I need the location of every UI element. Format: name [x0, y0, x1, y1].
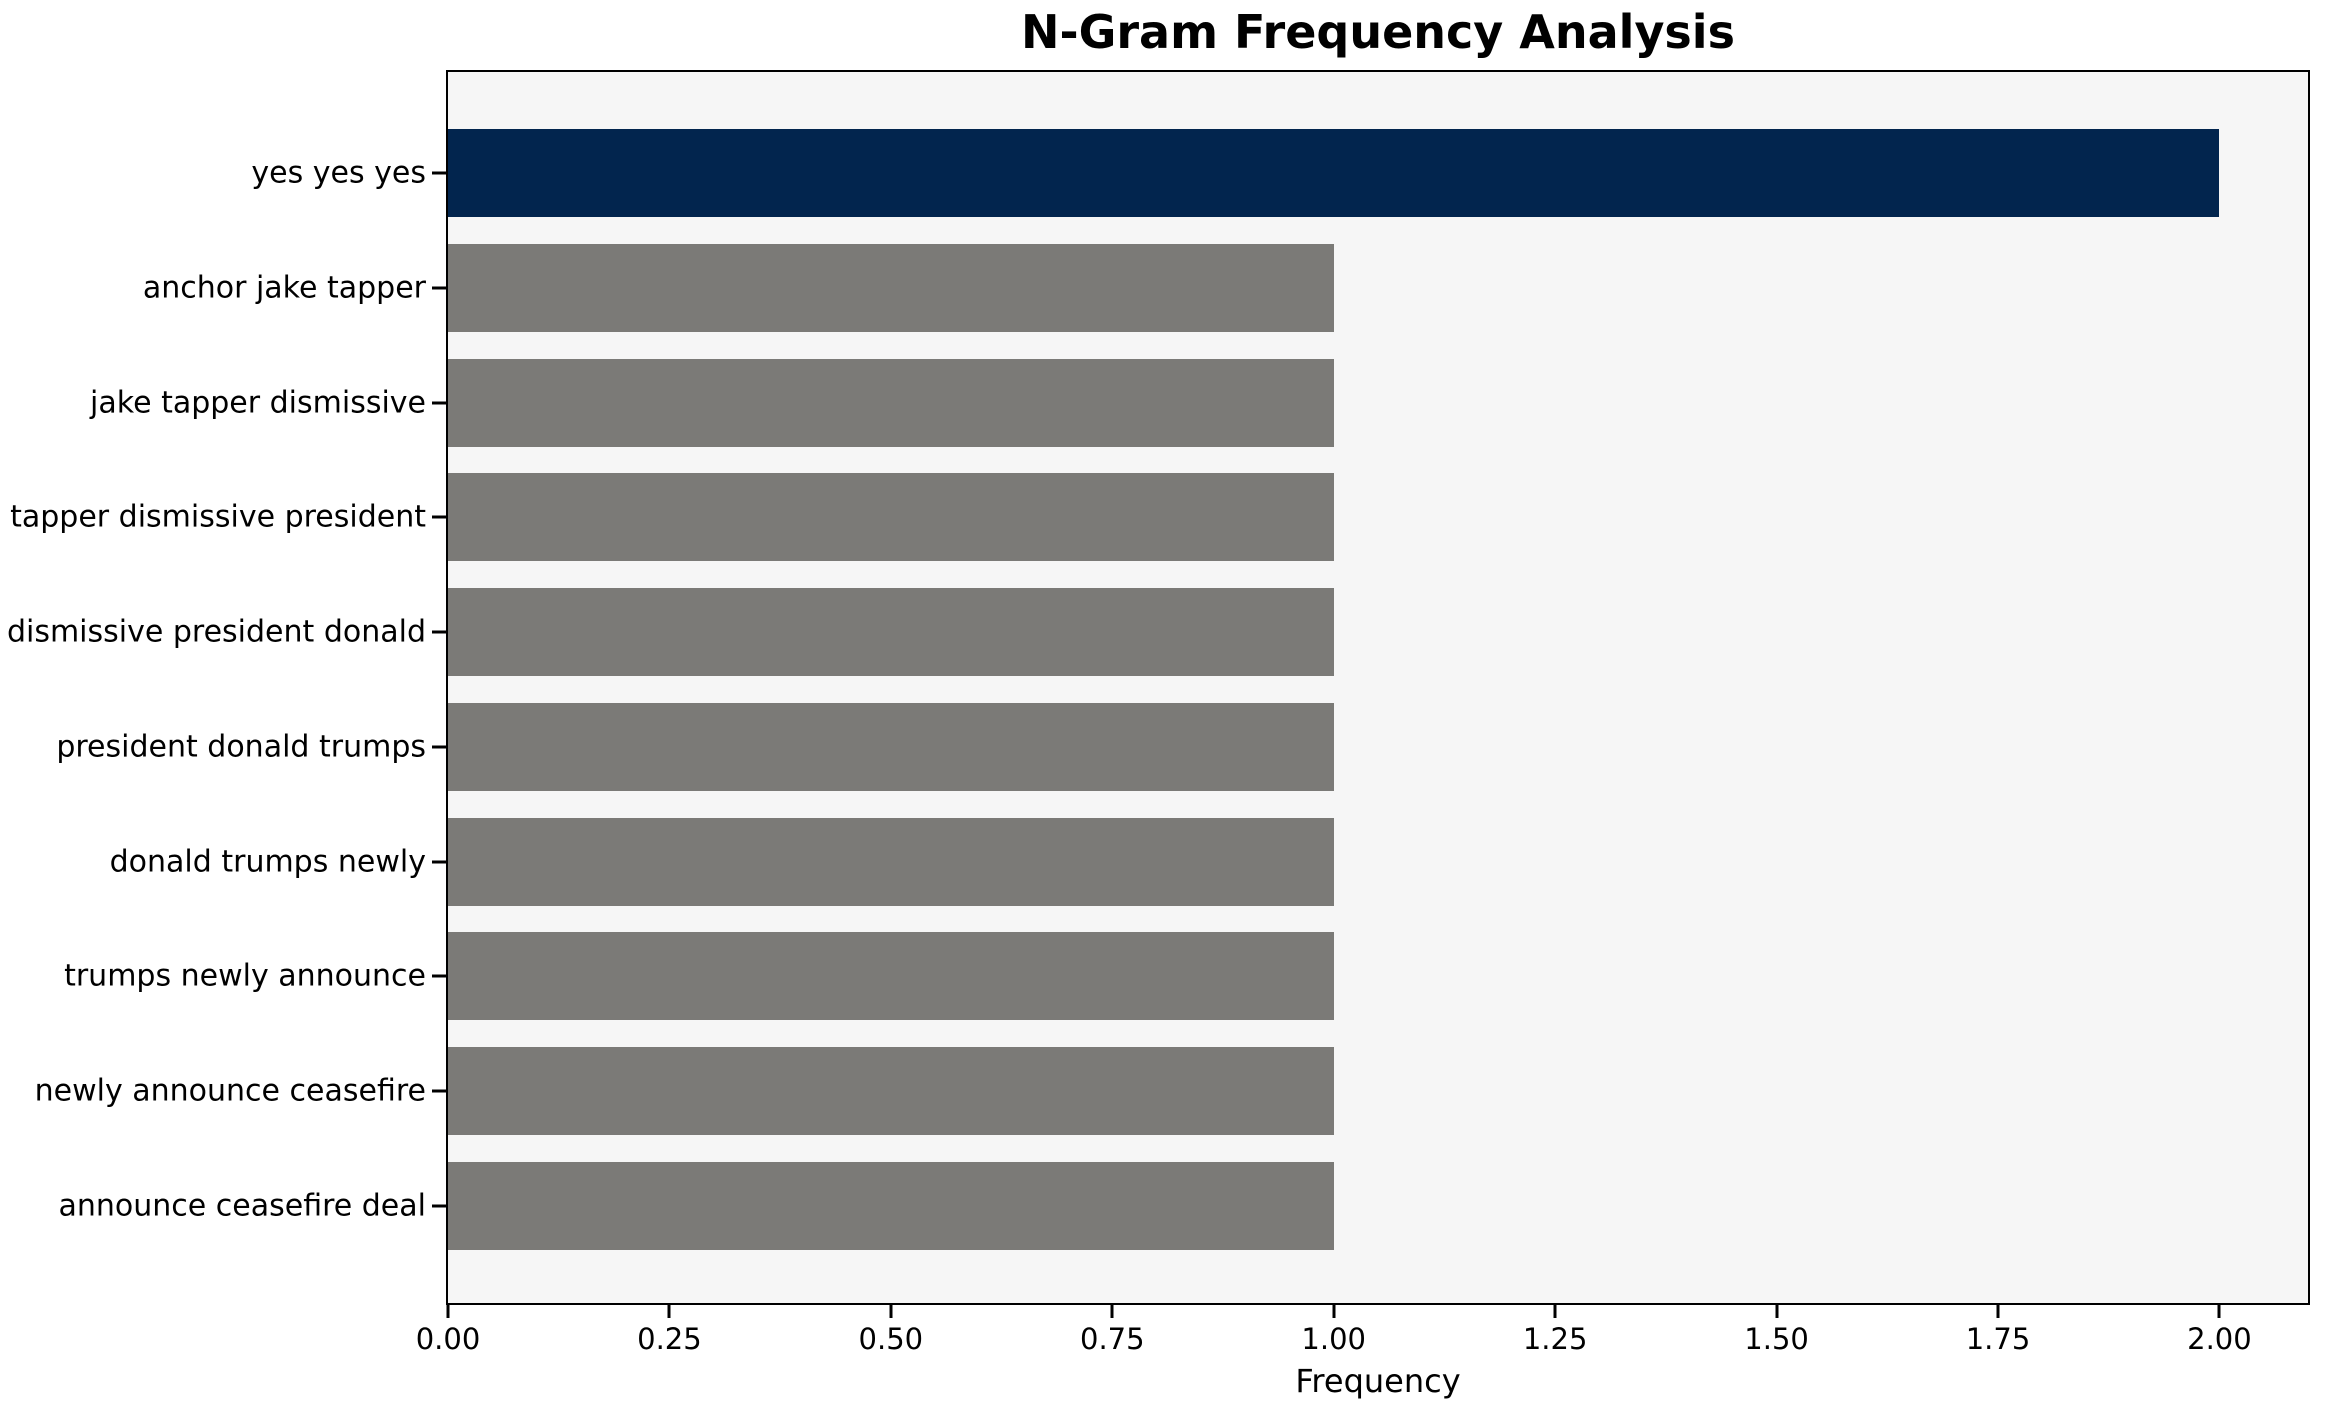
y-tick-label: announce ceasefire deal	[58, 1188, 427, 1224]
y-tick-label: yes yes yes	[251, 155, 426, 191]
x-tick-label: 0.75	[1079, 1322, 1145, 1356]
bar-row: newly announce ceasefire	[35, 1047, 2308, 1136]
x-tick-label: 1.25	[1522, 1322, 1588, 1356]
bar-row: dismissive president donald	[7, 588, 2308, 677]
plot-area: yes yes yes anchor jake tapper jake tapper…	[7, 70, 2310, 1305]
bar-row: tapper dismissive president	[10, 473, 2308, 562]
x-tick-label: 0.25	[637, 1322, 702, 1356]
y-tick-mark	[432, 401, 446, 405]
bar	[448, 358, 1334, 447]
x-tick-label: 1.00	[1301, 1322, 1366, 1356]
bar	[448, 702, 1334, 791]
x-tick-mark	[1110, 1305, 1114, 1318]
y-tick-mark	[432, 1089, 446, 1093]
y-tick-mark	[432, 745, 446, 749]
x-tick-mark	[1332, 1305, 1336, 1318]
y-tick-mark	[432, 630, 446, 634]
bar	[448, 932, 1334, 1021]
x-tick-label: 2.00	[2187, 1322, 2252, 1356]
x-tick-label: 1.75	[1965, 1322, 2031, 1356]
bar-row: announce ceasefire deal	[59, 1161, 2308, 1250]
y-tick-mark	[432, 860, 446, 864]
bar	[448, 1047, 1334, 1136]
y-tick-mark	[432, 974, 446, 978]
x-tick-mark	[889, 1305, 893, 1318]
y-tick-label: president donald trumps	[56, 729, 426, 765]
bar	[448, 1161, 1334, 1250]
x-tick-mark	[1775, 1305, 1779, 1318]
bar	[448, 588, 1334, 677]
x-tick-mark	[1553, 1305, 1557, 1318]
y-tick-mark	[432, 515, 446, 519]
y-tick-label: newly announce ceasefire	[34, 1073, 426, 1109]
y-tick-label: tapper dismissive president	[10, 499, 426, 535]
x-tick-mark	[2217, 1305, 2221, 1318]
y-tick-label: anchor jake tapper	[142, 270, 426, 306]
x-tick-mark	[446, 1305, 450, 1318]
y-tick-mark	[432, 286, 446, 290]
bar-row: jake tapper dismissive	[90, 358, 2308, 447]
y-tick-label: donald trumps newly	[109, 844, 426, 880]
x-tick-label: 0.00	[415, 1322, 481, 1356]
y-tick-mark	[432, 1204, 446, 1208]
y-tick-label: dismissive president donald	[6, 614, 426, 650]
chart-title: N-Gram Frequency Analysis	[1021, 5, 1735, 59]
y-tick-label: trumps newly announce	[64, 958, 426, 994]
x-tick-mark	[1996, 1305, 2000, 1318]
y-tick-label: jake tapper dismissive	[90, 385, 426, 421]
y-tick-mark	[432, 171, 446, 175]
bar	[448, 473, 1334, 562]
bar-row: donald trumps newly	[110, 817, 2308, 906]
x-axis: 0.00 0.25 0.50 0.75 1.00 1.25 1.50 1.75 2.00	[416, 1305, 2308, 1375]
x-axis-label: Frequency	[1295, 1362, 1461, 1400]
bar	[448, 129, 2220, 217]
bar-row: yes yes yes	[251, 129, 2308, 217]
bars-area: yes yes yes anchor jake tapper jake tapper…	[7, 72, 2308, 1303]
x-tick-label: 1.50	[1744, 1322, 1809, 1356]
bar-row: anchor jake tapper	[143, 243, 2308, 332]
x-tick-label: 0.50	[858, 1322, 924, 1356]
bar-row: trumps newly announce	[64, 932, 2308, 1021]
x-tick-mark	[667, 1305, 671, 1318]
bar	[448, 243, 1334, 332]
bar	[448, 817, 1334, 906]
bar-row: president donald trumps	[56, 702, 2308, 791]
